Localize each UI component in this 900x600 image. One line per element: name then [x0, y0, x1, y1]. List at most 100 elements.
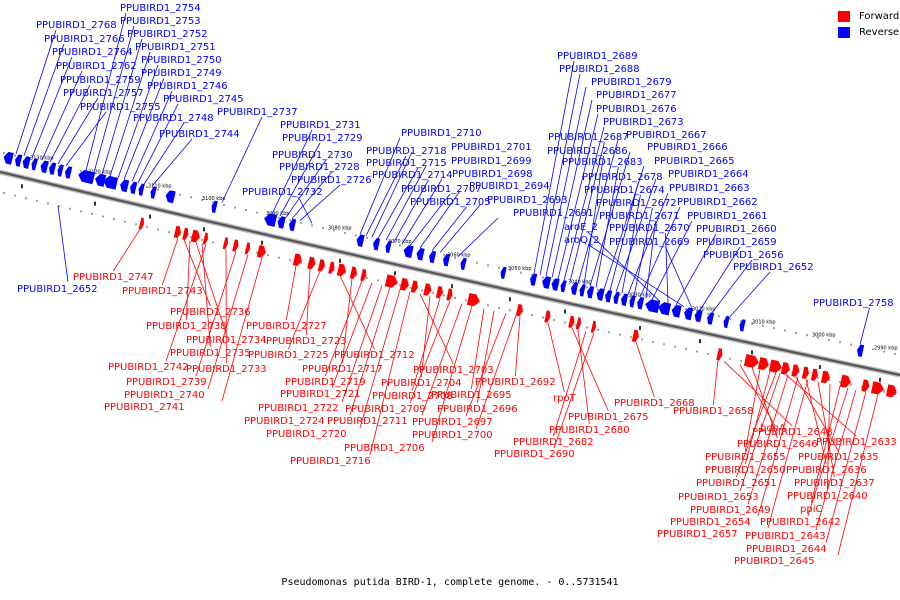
track-dot [245, 209, 247, 212]
leader-line [101, 38, 143, 175]
leader-line [123, 77, 165, 180]
gene-label-ppubird1-2660: PPUBIRD1_2660 [696, 224, 777, 235]
track-dot [652, 340, 654, 343]
reverse-gene-arrow [165, 190, 176, 204]
track-dot [498, 266, 500, 269]
gene-label-ppubird1-2710: PPUBIRD1_2710 [401, 128, 482, 139]
forward-gene-arrow [575, 317, 581, 330]
minor-tick [21, 184, 23, 189]
minor-tick [451, 284, 453, 289]
reverse-gene-arrow [530, 273, 538, 286]
gene-label-ppic: ppiC [800, 504, 822, 515]
track-dot [223, 203, 225, 206]
forward-gene-arrow [292, 253, 302, 267]
gene-label-ppubird1-2729: PPUBIRD1_2729 [282, 133, 363, 144]
track-dot [542, 276, 544, 279]
gene-label-ppubird1-2762: PPUBIRD1_2762 [56, 61, 137, 72]
reverse-gene-arrow [605, 289, 613, 303]
reverse-gene-arrow [49, 162, 57, 175]
tick-label: 3090 kbp [266, 211, 290, 217]
gene-label-ppubird1-2738: PPUBIRD1_2738 [146, 321, 227, 332]
gene-label-ppubird1-2745: PPUBIRD1_2745 [163, 94, 244, 105]
gene-label-ppubird1-2683: PPUBIRD1_2683 [562, 157, 643, 168]
track-dot [91, 212, 93, 215]
track-dot [366, 276, 368, 279]
track-dot [663, 343, 665, 346]
leader-line [341, 285, 383, 403]
gene-label-ppubird1-2662: PPUBIRD1_2662 [677, 197, 758, 208]
gene-labels: PPUBIRD1_2768PPUBIRD1_2766PPUBIRD1_2764P… [17, 3, 897, 567]
track-dot [828, 378, 830, 381]
forward-gene-arrow [336, 263, 346, 277]
leader-line [545, 86, 587, 277]
legend: Forward Reverse [838, 8, 899, 40]
gene-label-ppubird1-2711: PPUBIRD1_2711 [327, 416, 408, 427]
track-dot [355, 234, 357, 237]
reverse-gene-arrow [723, 315, 730, 329]
leader-line [359, 137, 401, 235]
reverse-gene-arrow [694, 309, 703, 323]
leader-line [41, 70, 83, 161]
reverse-gene-arrow [211, 200, 218, 214]
leader-line [837, 394, 879, 556]
leader-line [711, 259, 753, 313]
reverse-gene-arrow [443, 253, 451, 267]
track-dot [179, 233, 181, 236]
track-dot [883, 390, 885, 393]
track-dot [740, 320, 742, 323]
forward-gene-arrow [716, 348, 723, 361]
gene-label-ppubird1-2723: PPUBIRD1_2723 [266, 336, 347, 347]
track-dot [399, 284, 401, 287]
leader-line [285, 159, 327, 218]
track-dot [751, 322, 753, 325]
gene-label-ppubird1-2648: PPUBIRD1_2648 [752, 427, 833, 438]
leader-line [195, 251, 237, 377]
leader-line [324, 280, 363, 377]
forward-gene-arrow [349, 266, 357, 279]
leader-line [729, 271, 771, 317]
minor-tick [564, 309, 566, 314]
gene-label-ppubird1-2732: PPUBIRD1_2732 [242, 187, 323, 198]
forward-gene-arrow [232, 239, 239, 252]
track-dot [289, 219, 291, 222]
track-dot [839, 341, 841, 344]
reverse-gene-arrow [637, 297, 645, 310]
track-dot [25, 197, 27, 200]
gene-label-ppubird1-2701: PPUBIRD1_2701 [451, 142, 532, 153]
gene-label-ppubird1-2666: PPUBIRD1_2666 [647, 142, 728, 153]
track-dot [707, 352, 709, 355]
gene-label-ppubird1-2663: PPUBIRD1_2663 [669, 183, 750, 194]
gene-label-ppubird1-2691: PPUBIRD1_2691 [513, 208, 594, 219]
gene-label-ppubird1-2742: PPUBIRD1_2742 [108, 362, 189, 373]
reverse-gene-arrow [613, 291, 620, 305]
forward-gene-arrow [360, 268, 367, 282]
forward-gene-arrow [757, 357, 769, 371]
leader-line [359, 289, 401, 429]
gene-label-ppubird1-2737: PPUBIRD1_2737 [217, 107, 298, 118]
track-dot [729, 357, 731, 360]
reverse-gene-arrow [120, 179, 130, 193]
map-caption: Pseudomonas putida BIRD-1, complete geno… [281, 577, 619, 588]
leader-line [744, 371, 771, 465]
reverse-gene-arrow [289, 218, 297, 232]
gene-label-ppubird1-2699: PPUBIRD1_2699 [451, 156, 532, 167]
gene-label-ppubird1-2736: PPUBIRD1_2736 [170, 307, 251, 318]
minor-tick [94, 201, 96, 206]
track-dot [278, 256, 280, 259]
reverse-gene-arrow [95, 173, 107, 187]
reverse-gene-arrow [264, 213, 278, 227]
minor-tick [751, 350, 753, 355]
leader-line [409, 193, 451, 246]
forward-gene-arrow [590, 320, 596, 333]
tick-label: 3000 kbp [812, 332, 836, 338]
track-dot [872, 348, 874, 351]
track-dot [619, 293, 621, 296]
track-dot [861, 385, 863, 388]
forward-gene-arrow [791, 364, 800, 377]
forward-gene-arrow [780, 362, 790, 375]
leader-line [571, 327, 609, 412]
leader-line [795, 376, 839, 452]
gene-label-ppubird1-2735: PPUBIRD1_2735 [170, 348, 251, 359]
gene-label-ppubird1-2689: PPUBIRD1_2689 [557, 51, 638, 62]
leader-line [739, 364, 774, 423]
